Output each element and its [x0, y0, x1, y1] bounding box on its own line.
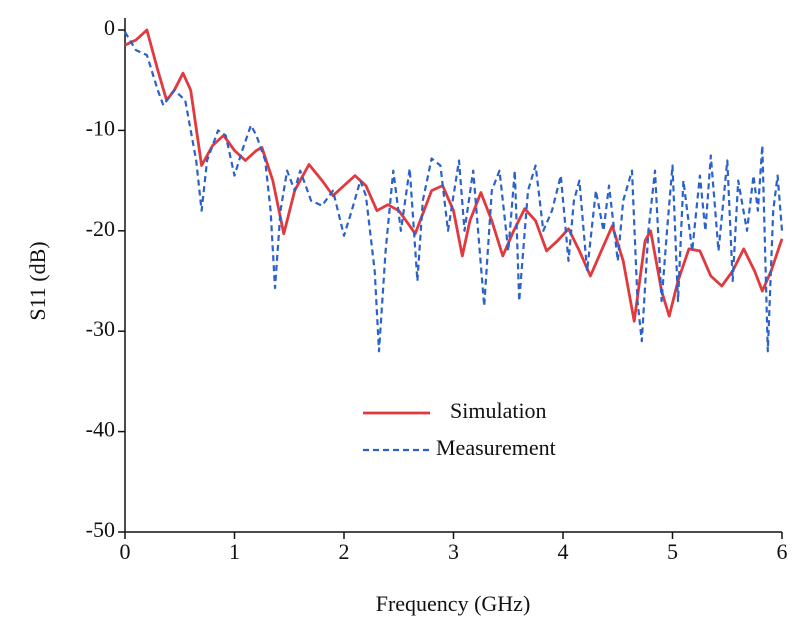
- y-tick-label: -40: [86, 417, 115, 442]
- series-line: [125, 32, 782, 351]
- x-tick-label: 1: [229, 539, 240, 564]
- y-tick-label: -30: [86, 316, 115, 341]
- y-axis-label: S11 (dB): [25, 241, 50, 320]
- y-tick-label: -50: [86, 517, 115, 542]
- series-line: [125, 30, 782, 321]
- y-tick-label: -10: [86, 115, 115, 140]
- x-tick-label: 0: [120, 539, 131, 564]
- legend-label: Measurement: [436, 435, 556, 460]
- chart: Frequency (GHz) S11 (dB) -50 -40 -30 -20 -10…: [0, 0, 800, 637]
- x-tick-label: 2: [339, 539, 350, 564]
- x-tick-label: 3: [448, 539, 459, 564]
- x-tick-label: 4: [558, 539, 569, 564]
- x-tick-label: 6: [777, 539, 788, 564]
- x-tick-label: 5: [667, 539, 678, 564]
- y-tick-label: -20: [86, 216, 115, 241]
- x-axis-label: Frequency (GHz): [376, 591, 531, 616]
- y-tick-label: 0: [104, 15, 115, 40]
- legend-label: Simulation: [450, 398, 547, 423]
